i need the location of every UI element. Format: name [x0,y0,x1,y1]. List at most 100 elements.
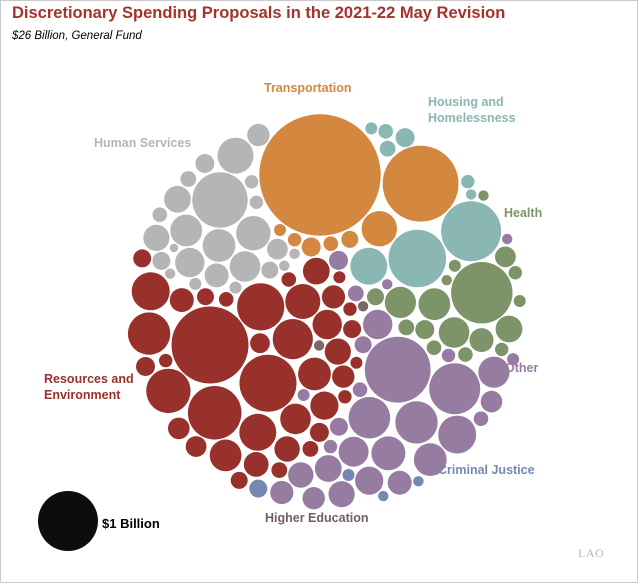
bubble-higher-education-16 [313,340,325,351]
bubble-resources-and-environment-25 [136,357,155,376]
bubble-resources-and-environment-24 [250,333,270,354]
bubble-other-9 [363,309,393,340]
bubble-health-3 [438,317,470,348]
group-label-health: Health [504,206,542,220]
lao-logo: LAO [578,546,605,560]
bubble-other-4 [438,415,477,454]
bubble-resources-and-environment-5 [127,312,171,355]
bubble-housing-and-homelessness-3 [395,128,415,148]
bubble-other-12 [328,481,355,508]
group-label-housing-and-homelessness-line1: Housing and [428,95,504,109]
bubble-human-services-8 [143,224,170,251]
bubble-housing-and-homelessness-2 [350,247,388,285]
group-label-resources-and-environment-line2: Environment [44,388,121,402]
bubble-resources-and-environment-1 [239,354,297,412]
bubble-human-services-10 [247,123,270,147]
bubble-health-1 [418,288,451,321]
bubble-health-16 [441,275,452,286]
bubble-human-services-9 [204,263,229,288]
bubble-other-24 [352,382,368,398]
bubble-human-services-3 [202,229,236,262]
bubble-human-services-21 [164,268,176,279]
bubble-resources-and-environment-22 [168,417,190,440]
bubble-resources-and-environment-17 [274,436,300,462]
group-label-resources-and-environment-line1: Resources and [44,372,134,386]
bubble-health-9 [398,319,415,336]
bubble-resources-and-environment-10 [298,357,331,391]
legend-label: $1 Billion [102,516,160,531]
bubble-other-11 [314,455,342,482]
bubble-other-7 [478,356,510,388]
bubble-resources-and-environment-34 [281,272,297,287]
bubble-transportation-3 [301,237,321,257]
bubble-criminal-justice-14 [342,469,355,481]
bubble-housing-and-homelessness-5 [378,124,394,139]
bubble-resources-and-environment-15 [302,257,330,285]
bubble-human-services-16 [152,207,168,222]
bubble-resources-and-environment-3 [237,283,285,331]
bubble-resources-and-environment-32 [302,441,319,457]
group-label-other: Other [505,361,538,375]
bubble-resources-and-environment-23 [185,436,207,457]
bubble-resources-and-environment-38 [333,271,346,284]
bubble-human-services-11 [267,238,288,260]
bubble-other-23 [347,285,364,302]
bubble-other-28 [507,353,520,366]
bubble-resources-and-environment-8 [239,413,277,451]
bubble-human-services-20 [229,281,242,294]
bubble-other-5 [371,436,406,471]
bubble-human-services-19 [189,277,202,290]
bubble-other-26 [441,348,456,363]
bubble-resources-and-environment-0 [171,306,249,384]
bubble-other-15 [270,480,294,505]
bubble-other-25 [473,411,489,427]
bubble-other-21 [329,417,348,436]
bubble-transportation-7 [274,224,286,236]
bubble-health-13 [495,342,509,357]
group-label-transportation: Transportation [264,81,352,95]
bubble-resources-and-environment-26 [309,422,329,442]
bubble-other-27 [323,439,338,454]
bubble-resources-and-environment-36 [343,302,357,316]
bubble-higher-education-17 [357,301,369,312]
bubble-resources-and-environment-33 [218,292,234,307]
bubble-other-8 [338,436,369,467]
bubble-other-31 [502,233,513,245]
chart-subtitle: $26 Billion, General Fund [12,30,142,42]
bubble-resources-and-environment-4 [146,368,191,414]
bubble-other-0 [364,336,431,403]
bubble-other-3 [348,396,391,439]
bubble-health-10 [426,340,442,356]
group-label-criminal-justice: Criminal Justice [438,463,535,477]
bubble-resources-and-environment-27 [133,249,152,268]
bubble-health-11 [458,347,473,362]
bubble-resources-and-environment-37 [338,390,352,404]
bubble-other-13 [288,462,314,488]
bubble-other-29 [297,389,310,401]
bubble-resources-and-environment-28 [343,320,362,339]
bubble-human-services-4 [170,214,203,247]
bubble-housing-and-homelessness-0 [441,201,502,262]
bubble-criminal-justice-16 [413,476,424,487]
bubble-housing-and-homelessness-8 [465,189,477,200]
bubble-transportation-4 [341,230,359,248]
bubble-other-10 [355,466,384,495]
bubble-criminal-justice-8 [249,479,268,498]
bubble-health-7 [415,320,435,340]
bubble-resources-and-environment-20 [321,285,346,309]
bubble-health-14 [448,259,461,272]
bubble-other-14 [387,470,412,495]
bubble-human-services-15 [180,171,197,187]
bubble-health-5 [469,328,494,353]
bubble-health-8 [367,288,384,306]
bubble-human-services-12 [195,154,215,173]
bubble-transportation-5 [323,236,339,251]
bubble-human-services-13 [152,251,171,270]
bubble-health-0 [451,262,513,324]
bubble-transportation-0 [259,114,381,236]
group-label-higher-education: Higher Education [265,511,368,525]
bubble-transportation-6 [287,233,302,247]
bubble-human-services-18 [249,195,264,209]
